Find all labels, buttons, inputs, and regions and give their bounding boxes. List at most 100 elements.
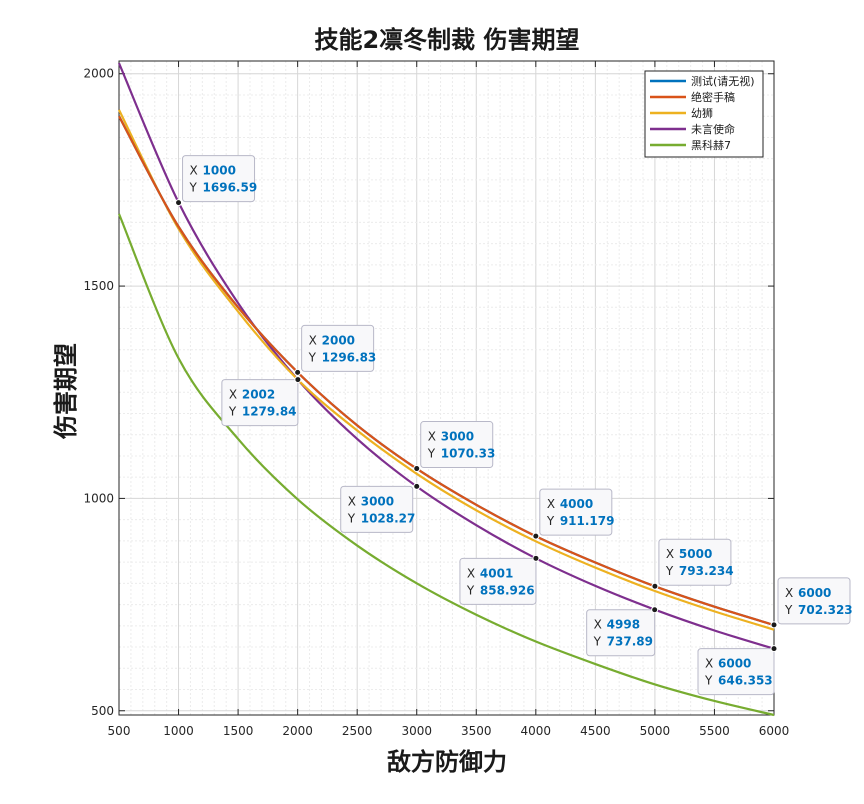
legend-item[interactable]: 绝密手稿 (650, 90, 735, 104)
data-tip-y-key: Y (427, 447, 436, 461)
data-tip-y-key: Y (466, 583, 475, 597)
data-tip-marker (651, 582, 659, 590)
data-tip-box (182, 155, 256, 203)
data-tip-y-key: Y (784, 603, 793, 617)
x-tick-label: 3500 (461, 724, 492, 738)
data-tip-x-value: 4001 (480, 566, 513, 580)
x-tick-label: 5000 (640, 724, 671, 738)
data-tip[interactable]: X 3000 Y 1028.27 (340, 482, 421, 533)
chart-title: 技能2凛冬制裁 伤害期望 (314, 26, 579, 54)
data-tip-x-key: X (705, 657, 713, 671)
data-tip-marker (770, 645, 778, 653)
data-tip-marker (532, 532, 540, 540)
data-tip[interactable]: X 4000 Y 911.179 (532, 488, 615, 540)
data-tip-y-value: 1070.33 (441, 447, 496, 461)
legend-label: 未言使命 (691, 122, 735, 136)
data-tip-box (420, 421, 494, 469)
data-tip[interactable]: X 4998 Y 737.89 (586, 606, 659, 657)
legend-label: 黑科赫7 (691, 138, 731, 152)
data-tips: X 1000 Y 1696.59 X 2000 Y 1296.83 X 2002 Y 1279.84 X… (175, 155, 853, 696)
data-tip[interactable]: X 1000 Y 1696.59 (175, 155, 258, 207)
data-tip-y-value: 911.179 (560, 514, 615, 528)
data-tip[interactable]: X 4001 Y 858.926 (459, 554, 540, 605)
data-tip-y-value: 737.89 (607, 635, 653, 649)
data-tip-y-value: 793.234 (679, 564, 734, 578)
data-tip-x-value: 5000 (679, 547, 712, 561)
series-line-4 (117, 213, 775, 717)
data-tip[interactable]: X 2000 Y 1296.83 (294, 324, 377, 376)
data-tip-x-key: X (428, 430, 436, 444)
data-tip[interactable]: X 6000 Y 646.353 (697, 645, 778, 696)
legend-label: 幼狮 (691, 107, 713, 120)
data-tip-y-value: 646.353 (718, 674, 773, 688)
data-tip-marker (651, 606, 659, 614)
data-tip-box (658, 538, 732, 586)
data-tip-box (340, 485, 414, 533)
data-tip-y-key: Y (347, 511, 356, 525)
data-tip-box (777, 577, 851, 625)
data-tip[interactable]: X 2002 Y 1279.84 (221, 376, 302, 427)
data-tip-box (221, 379, 299, 427)
series-line-2 (118, 109, 775, 631)
data-tip-y-key: Y (189, 181, 198, 195)
y-tick-label: 1000 (83, 491, 114, 505)
data-tip-y-value: 1279.84 (242, 405, 297, 419)
legend-box (644, 70, 764, 158)
data-tip-x-value: 1000 (203, 164, 236, 178)
data-tip-x-key: X (594, 618, 602, 632)
plot-frame (118, 60, 775, 716)
data-tip-y-value: 1696.59 (203, 181, 258, 195)
y-axis-title: 伤害期望 (52, 343, 80, 440)
data-tip-x-key: X (785, 586, 793, 600)
data-tip-x-value: 3000 (361, 494, 394, 508)
x-tick-label: 4000 (521, 724, 552, 738)
x-axis-title: 敌方防御力 (387, 748, 507, 776)
legend-label: 绝密手稿 (691, 90, 735, 104)
data-tip[interactable]: X 5000 Y 793.234 (651, 538, 734, 590)
x-tick-label: 3000 (401, 724, 432, 738)
data-tip-x-value: 2002 (242, 388, 275, 402)
data-tip-x-key: X (467, 566, 475, 580)
legend-item[interactable]: 黑科赫7 (650, 138, 731, 152)
y-tick-label: 2000 (83, 67, 114, 81)
data-tip-x-key: X (547, 497, 555, 511)
data-tip-marker (294, 368, 302, 376)
legend-label: 测试(请无视) (691, 74, 755, 88)
data-tip-x-value: 2000 (322, 333, 355, 347)
data-tip-y-value: 858.926 (480, 583, 535, 597)
data-tip-y-key: Y (308, 350, 317, 364)
data-tip-x-value: 6000 (798, 586, 831, 600)
data-tip-marker (532, 554, 540, 562)
data-tip-y-key: Y (704, 674, 713, 688)
data-tip[interactable]: X 3000 Y 1070.33 (413, 421, 496, 473)
data-tip-box (459, 557, 537, 605)
legend-item[interactable]: 幼狮 (650, 107, 713, 120)
data-tip-box (697, 648, 775, 696)
y-tick-label: 500 (91, 704, 114, 718)
data-tip-x-value: 3000 (441, 430, 474, 444)
data-tip-marker (175, 199, 183, 207)
data-tip-box (586, 609, 656, 657)
data-tip-x-value: 4000 (560, 497, 593, 511)
data-tip-box (301, 324, 375, 372)
data-tip-y-value: 1296.83 (322, 350, 377, 364)
data-tip-marker (413, 465, 421, 473)
x-tick-label: 500 (108, 724, 131, 738)
data-tip-x-value: 6000 (718, 657, 751, 671)
data-tip-marker (413, 482, 421, 490)
data-tip[interactable]: X 6000 Y 702.323 (770, 577, 853, 629)
x-tick-label: 2000 (282, 724, 313, 738)
x-tick-label: 1000 (163, 724, 194, 738)
y-tick-label: 1500 (83, 279, 114, 293)
data-tip-y-key: Y (228, 405, 237, 419)
legend-item[interactable]: 测试(请无视) (650, 74, 755, 88)
data-tip-y-value: 702.323 (798, 603, 853, 617)
x-tick-label: 4500 (580, 724, 611, 738)
legend-item[interactable]: 未言使命 (650, 122, 735, 136)
x-tick-label: 5500 (699, 724, 730, 738)
data-tip-y-key: Y (546, 514, 555, 528)
data-tip-x-key: X (190, 164, 198, 178)
